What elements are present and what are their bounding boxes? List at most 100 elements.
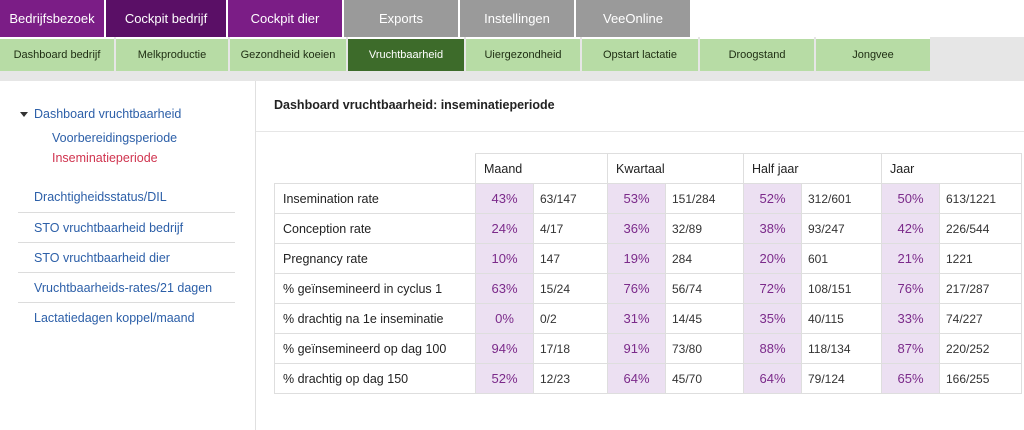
count-cell: 14/45 [665, 303, 744, 334]
sidebar-item-inseminatieperiode[interactable]: Inseminatieperiode [52, 151, 158, 165]
column-header-jaar: Jaar [881, 153, 1022, 184]
row-label: % geïnsemineerd op dag 100 [274, 333, 476, 364]
percentage-cell: 76% [607, 273, 666, 304]
count-cell: 0/2 [533, 303, 608, 334]
count-cell: 226/544 [939, 213, 1022, 244]
subtab-vruchtbaarheid[interactable]: Vruchtbaarheid [348, 37, 464, 71]
tab-cockpit-dier[interactable]: Cockpit dier [228, 0, 342, 37]
sidebar: Dashboard vruchtbaarheid Voorbereidingsp… [0, 81, 255, 430]
percentage-cell: 63% [475, 273, 534, 304]
percentage-cell: 64% [607, 363, 666, 394]
subtab-droogstand[interactable]: Droogstand [700, 37, 814, 71]
count-cell: 613/1221 [939, 183, 1022, 214]
percentage-cell: 38% [743, 213, 802, 244]
percentage-cell: 64% [743, 363, 802, 394]
count-cell: 74/227 [939, 303, 1022, 334]
tab-instellingen[interactable]: Instellingen [460, 0, 574, 37]
tab-bedrijfsbezoek[interactable]: Bedrijfsbezoek [0, 0, 104, 37]
table-row: % drachtig na 1e inseminatie 0% 0/2 31% … [274, 303, 1022, 334]
sidebar-item-rates-21-dagen[interactable]: Vruchtbaarheids-rates/21 dagen [18, 272, 235, 302]
table-row: % geïnsemineerd op dag 100 94% 17/18 91%… [274, 333, 1022, 364]
percentage-cell: 42% [881, 213, 940, 244]
sidebar-item-voorbereidingsperiode[interactable]: Voorbereidingsperiode [52, 131, 178, 145]
count-cell: 217/287 [939, 273, 1022, 304]
count-cell: 108/151 [801, 273, 882, 304]
subtab-gezondheid-koeien[interactable]: Gezondheid koeien [230, 37, 346, 71]
subtab-opstart-lactatie[interactable]: Opstart lactatie [582, 37, 698, 71]
top-navigation: Bedrijfsbezoek Cockpit bedrijf Cockpit d… [0, 0, 1024, 37]
percentage-cell: 91% [607, 333, 666, 364]
count-cell: 284 [665, 243, 744, 274]
percentage-cell: 52% [743, 183, 802, 214]
percentage-cell: 53% [607, 183, 666, 214]
table-row: Conception rate 24% 4/17 36% 32/89 38% 9… [274, 213, 1022, 244]
count-cell: 32/89 [665, 213, 744, 244]
sidebar-group: Dashboard vruchtbaarheid Voorbereidingsp… [20, 106, 181, 168]
count-cell: 17/18 [533, 333, 608, 364]
percentage-cell: 24% [475, 213, 534, 244]
sidebar-item-drachtigheidsstatus[interactable]: Drachtigheidsstatus/DIL [34, 190, 167, 204]
sidebar-list: Drachtigheidsstatus/DIL STO vruchtbaarhe… [18, 182, 235, 332]
count-cell: 312/601 [801, 183, 882, 214]
sidebar-group-dashboard-vruchtbaarheid[interactable]: Dashboard vruchtbaarheid [20, 106, 181, 122]
count-cell: 73/80 [665, 333, 744, 364]
subtab-uiergezondheid[interactable]: Uiergezondheid [466, 37, 580, 71]
percentage-cell: 72% [743, 273, 802, 304]
row-label: Pregnancy rate [274, 243, 476, 274]
table-header-row: Maand Kwartaal Half jaar Jaar [274, 153, 1022, 184]
percentage-cell: 20% [743, 243, 802, 274]
row-label: Insemination rate [274, 183, 476, 214]
percentage-cell: 65% [881, 363, 940, 394]
table-row: Pregnancy rate 10% 147 19% 284 20% 601 2… [274, 243, 1022, 274]
row-label: Conception rate [274, 213, 476, 244]
count-cell: 147 [533, 243, 608, 274]
count-cell: 56/74 [665, 273, 744, 304]
tab-cockpit-bedrijf[interactable]: Cockpit bedrijf [106, 0, 226, 37]
row-label: % drachtig na 1e inseminatie [274, 303, 476, 334]
count-cell: 12/23 [533, 363, 608, 394]
percentage-cell: 94% [475, 333, 534, 364]
percentage-cell: 31% [607, 303, 666, 334]
percentage-cell: 36% [607, 213, 666, 244]
column-header-half-jaar: Half jaar [743, 153, 882, 184]
top-nav-filler [692, 0, 1024, 37]
sub-nav-filler [932, 37, 1024, 71]
percentage-cell: 0% [475, 303, 534, 334]
page-title: Dashboard vruchtbaarheid: inseminatieper… [274, 98, 555, 112]
count-cell: 15/24 [533, 273, 608, 304]
nav-separator [0, 71, 1024, 81]
sub-navigation: Dashboard bedrijf Melkproductie Gezondhe… [0, 37, 1024, 71]
count-cell: 93/247 [801, 213, 882, 244]
tab-veeonline[interactable]: VeeOnline [576, 0, 690, 37]
percentage-cell: 19% [607, 243, 666, 274]
main-content: Dashboard vruchtbaarheid: inseminatieper… [255, 81, 1024, 430]
column-header-maand: Maand [475, 153, 608, 184]
column-header-kwartaal: Kwartaal [607, 153, 744, 184]
count-cell: 45/70 [665, 363, 744, 394]
sidebar-group-label: Dashboard vruchtbaarheid [34, 107, 182, 121]
count-cell: 1221 [939, 243, 1022, 274]
subtab-jongvee[interactable]: Jongvee [816, 37, 930, 71]
percentage-cell: 35% [743, 303, 802, 334]
percentage-cell: 21% [881, 243, 940, 274]
row-label: % geïnsemineerd in cyclus 1 [274, 273, 476, 304]
tab-exports[interactable]: Exports [344, 0, 458, 37]
percentage-cell: 88% [743, 333, 802, 364]
fertility-rates-table: Maand Kwartaal Half jaar Jaar Inseminati… [274, 153, 1022, 394]
percentage-cell: 33% [881, 303, 940, 334]
percentage-cell: 43% [475, 183, 534, 214]
subtab-melkproductie[interactable]: Melkproductie [116, 37, 228, 71]
table-row: % drachtig op dag 150 52% 12/23 64% 45/7… [274, 363, 1022, 394]
sidebar-item-sto-bedrijf[interactable]: STO vruchtbaarheid bedrijf [18, 212, 235, 242]
count-cell: 166/255 [939, 363, 1022, 394]
subtab-dashboard-bedrijf[interactable]: Dashboard bedrijf [0, 37, 114, 71]
count-cell: 79/124 [801, 363, 882, 394]
table-row: Insemination rate 43% 63/147 53% 151/284… [274, 183, 1022, 214]
table-corner [274, 153, 476, 184]
percentage-cell: 10% [475, 243, 534, 274]
sidebar-item-lactatiedagen[interactable]: Lactatiedagen koppel/maand [18, 302, 235, 332]
count-cell: 63/147 [533, 183, 608, 214]
sidebar-item-sto-dier[interactable]: STO vruchtbaarheid dier [18, 242, 235, 272]
table-row: % geïnsemineerd in cyclus 1 63% 15/24 76… [274, 273, 1022, 304]
percentage-cell: 52% [475, 363, 534, 394]
